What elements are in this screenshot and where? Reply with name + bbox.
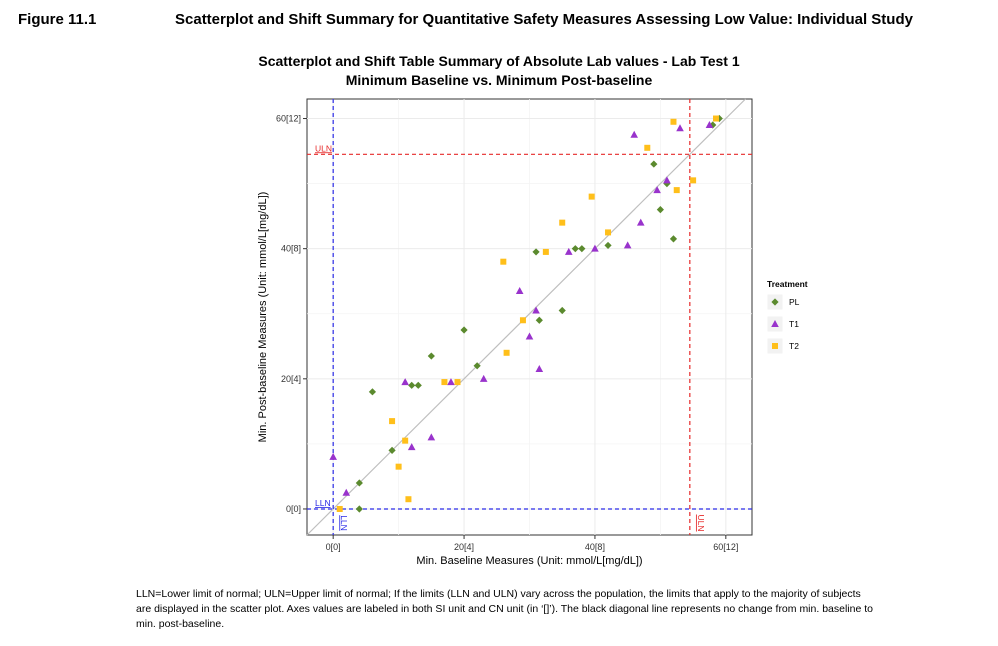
point-t1 — [623, 241, 632, 249]
point-t1 — [525, 332, 534, 340]
x-axis-label: Min. Baseline Measures (Unit: mmol/L[mg/… — [416, 555, 642, 567]
legend-label-pl: PL — [789, 297, 800, 307]
x-tick-label: 40[8] — [585, 542, 605, 552]
point-pl — [650, 160, 658, 168]
data-points — [329, 114, 723, 513]
point-t2 — [542, 248, 549, 255]
point-pl — [473, 362, 481, 370]
scatter-chart: LLN LLN ULN ULN 0[0] 20[4] 40[8] 60[12] 0[0] 20[… — [257, 98, 808, 567]
point-pl — [578, 245, 586, 253]
chart-title: Scatterplot and Shift Table Summary of A… — [258, 53, 740, 69]
uln-horizontal-label: ULN — [315, 143, 332, 153]
point-t2 — [336, 505, 343, 512]
point-t1 — [630, 130, 639, 138]
point-t2 — [673, 187, 680, 194]
legend-marker-t1 — [771, 320, 779, 327]
point-pl — [571, 245, 579, 253]
point-t1 — [329, 452, 337, 460]
figure-label: Figure 11.1 — [18, 11, 97, 28]
point-t1 — [407, 443, 416, 451]
legend: Treatment PL T1 T2 — [766, 279, 808, 355]
axes: 0[0] 20[4] 40[8] 60[12] 0[0] 20[4] 40[8] 60[12]… — [257, 114, 738, 567]
point-t1 — [532, 306, 540, 314]
figure-title: Scatterplot and Shift Summary for Quanti… — [175, 11, 913, 28]
point-pl — [368, 388, 377, 396]
point-pl — [388, 446, 396, 455]
y-axis-label: Min. Post-baseline Measures (Unit: mmol/… — [257, 192, 269, 443]
point-pl — [414, 381, 422, 389]
point-t1 — [535, 365, 544, 373]
point-pl — [535, 316, 543, 324]
point-t2 — [559, 219, 566, 226]
point-t1 — [676, 124, 684, 132]
legend-title: Treatment — [767, 279, 808, 289]
point-t2 — [690, 177, 697, 184]
point-t1 — [479, 374, 488, 382]
point-t1 — [401, 378, 409, 386]
point-t2 — [454, 379, 461, 386]
point-t1 — [663, 176, 671, 184]
point-t2 — [605, 229, 612, 236]
point-t1 — [564, 247, 573, 255]
reference-lines: LLN LLN ULN ULN — [306, 98, 752, 536]
point-t2 — [389, 418, 396, 425]
point-t2 — [519, 317, 526, 324]
point-pl — [558, 306, 566, 315]
point-pl — [355, 505, 363, 513]
point-t1 — [653, 186, 661, 194]
point-t2 — [402, 437, 409, 444]
x-tick-label: 0[0] — [326, 542, 341, 552]
point-t1 — [427, 433, 436, 441]
y-tick-label: 60[12] — [276, 114, 301, 124]
diagonal-line — [306, 98, 746, 536]
point-t1 — [636, 218, 645, 226]
legend-marker-t2 — [772, 343, 778, 349]
point-pl — [656, 206, 664, 214]
lln-horizontal-label: LLN — [315, 498, 331, 508]
point-pl — [532, 248, 540, 256]
footnote: LLN=Lower limit of normal; ULN=Upper lim… — [136, 588, 873, 630]
y-tick-label: 20[4] — [281, 374, 301, 384]
point-pl — [669, 235, 678, 243]
point-pl — [427, 352, 435, 360]
point-t1 — [591, 244, 599, 252]
x-tick-label: 20[4] — [454, 542, 474, 552]
point-pl — [460, 326, 468, 334]
legend-marker-pl — [771, 298, 779, 306]
point-pl — [355, 479, 363, 487]
x-tick-label: 60[12] — [713, 542, 738, 552]
point-t1 — [515, 286, 524, 294]
chart-subtitle: Minimum Baseline vs. Minimum Post-baseli… — [345, 72, 653, 88]
point-pl — [604, 241, 612, 250]
point-t2 — [405, 496, 412, 503]
point-t2 — [644, 144, 651, 151]
point-t2 — [503, 349, 510, 356]
legend-label-t1: T1 — [789, 319, 799, 329]
point-t2 — [588, 193, 595, 200]
point-t2 — [670, 118, 677, 125]
point-t2 — [395, 463, 402, 470]
lln-vertical-label: LLN — [339, 515, 349, 531]
point-t2 — [500, 258, 507, 265]
uln-vertical-label: ULN — [696, 514, 706, 531]
point-t2 — [713, 115, 720, 122]
point-t1 — [447, 378, 455, 386]
point-pl — [715, 114, 723, 123]
y-tick-label: 0[0] — [286, 504, 301, 514]
point-t1 — [705, 121, 714, 129]
gridlines — [306, 98, 753, 536]
point-t2 — [441, 379, 448, 386]
y-tick-label: 40[8] — [281, 244, 301, 254]
point-t1 — [342, 488, 351, 496]
point-pl — [408, 381, 416, 389]
legend-label-t2: T2 — [789, 341, 799, 351]
